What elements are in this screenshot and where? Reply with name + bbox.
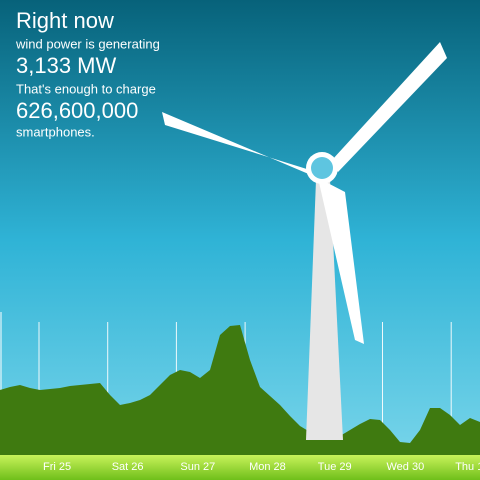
hub-center [311, 157, 333, 179]
title: Right now [16, 8, 114, 33]
day-label: Sat 26 [112, 461, 144, 473]
day-label: Wed 30 [387, 461, 425, 473]
day-label: Fri 25 [43, 461, 71, 473]
text: wind power is generating [15, 36, 160, 51]
day-label: Sun 27 [180, 461, 215, 473]
day-label: Tue 29 [318, 461, 352, 473]
power: 3,133 MW [16, 53, 116, 78]
day-label: Thu 1 [455, 461, 480, 473]
text: That's enough to charge [16, 81, 156, 96]
generation-area [0, 325, 480, 455]
blade [332, 42, 447, 172]
blade [162, 112, 318, 178]
ground [0, 455, 480, 480]
turbine [162, 42, 447, 440]
count: 626,600,000 [16, 98, 138, 123]
text: smartphones. [16, 124, 95, 139]
tower [306, 180, 343, 440]
day-label: Mon 28 [249, 461, 286, 473]
blade [318, 178, 364, 344]
